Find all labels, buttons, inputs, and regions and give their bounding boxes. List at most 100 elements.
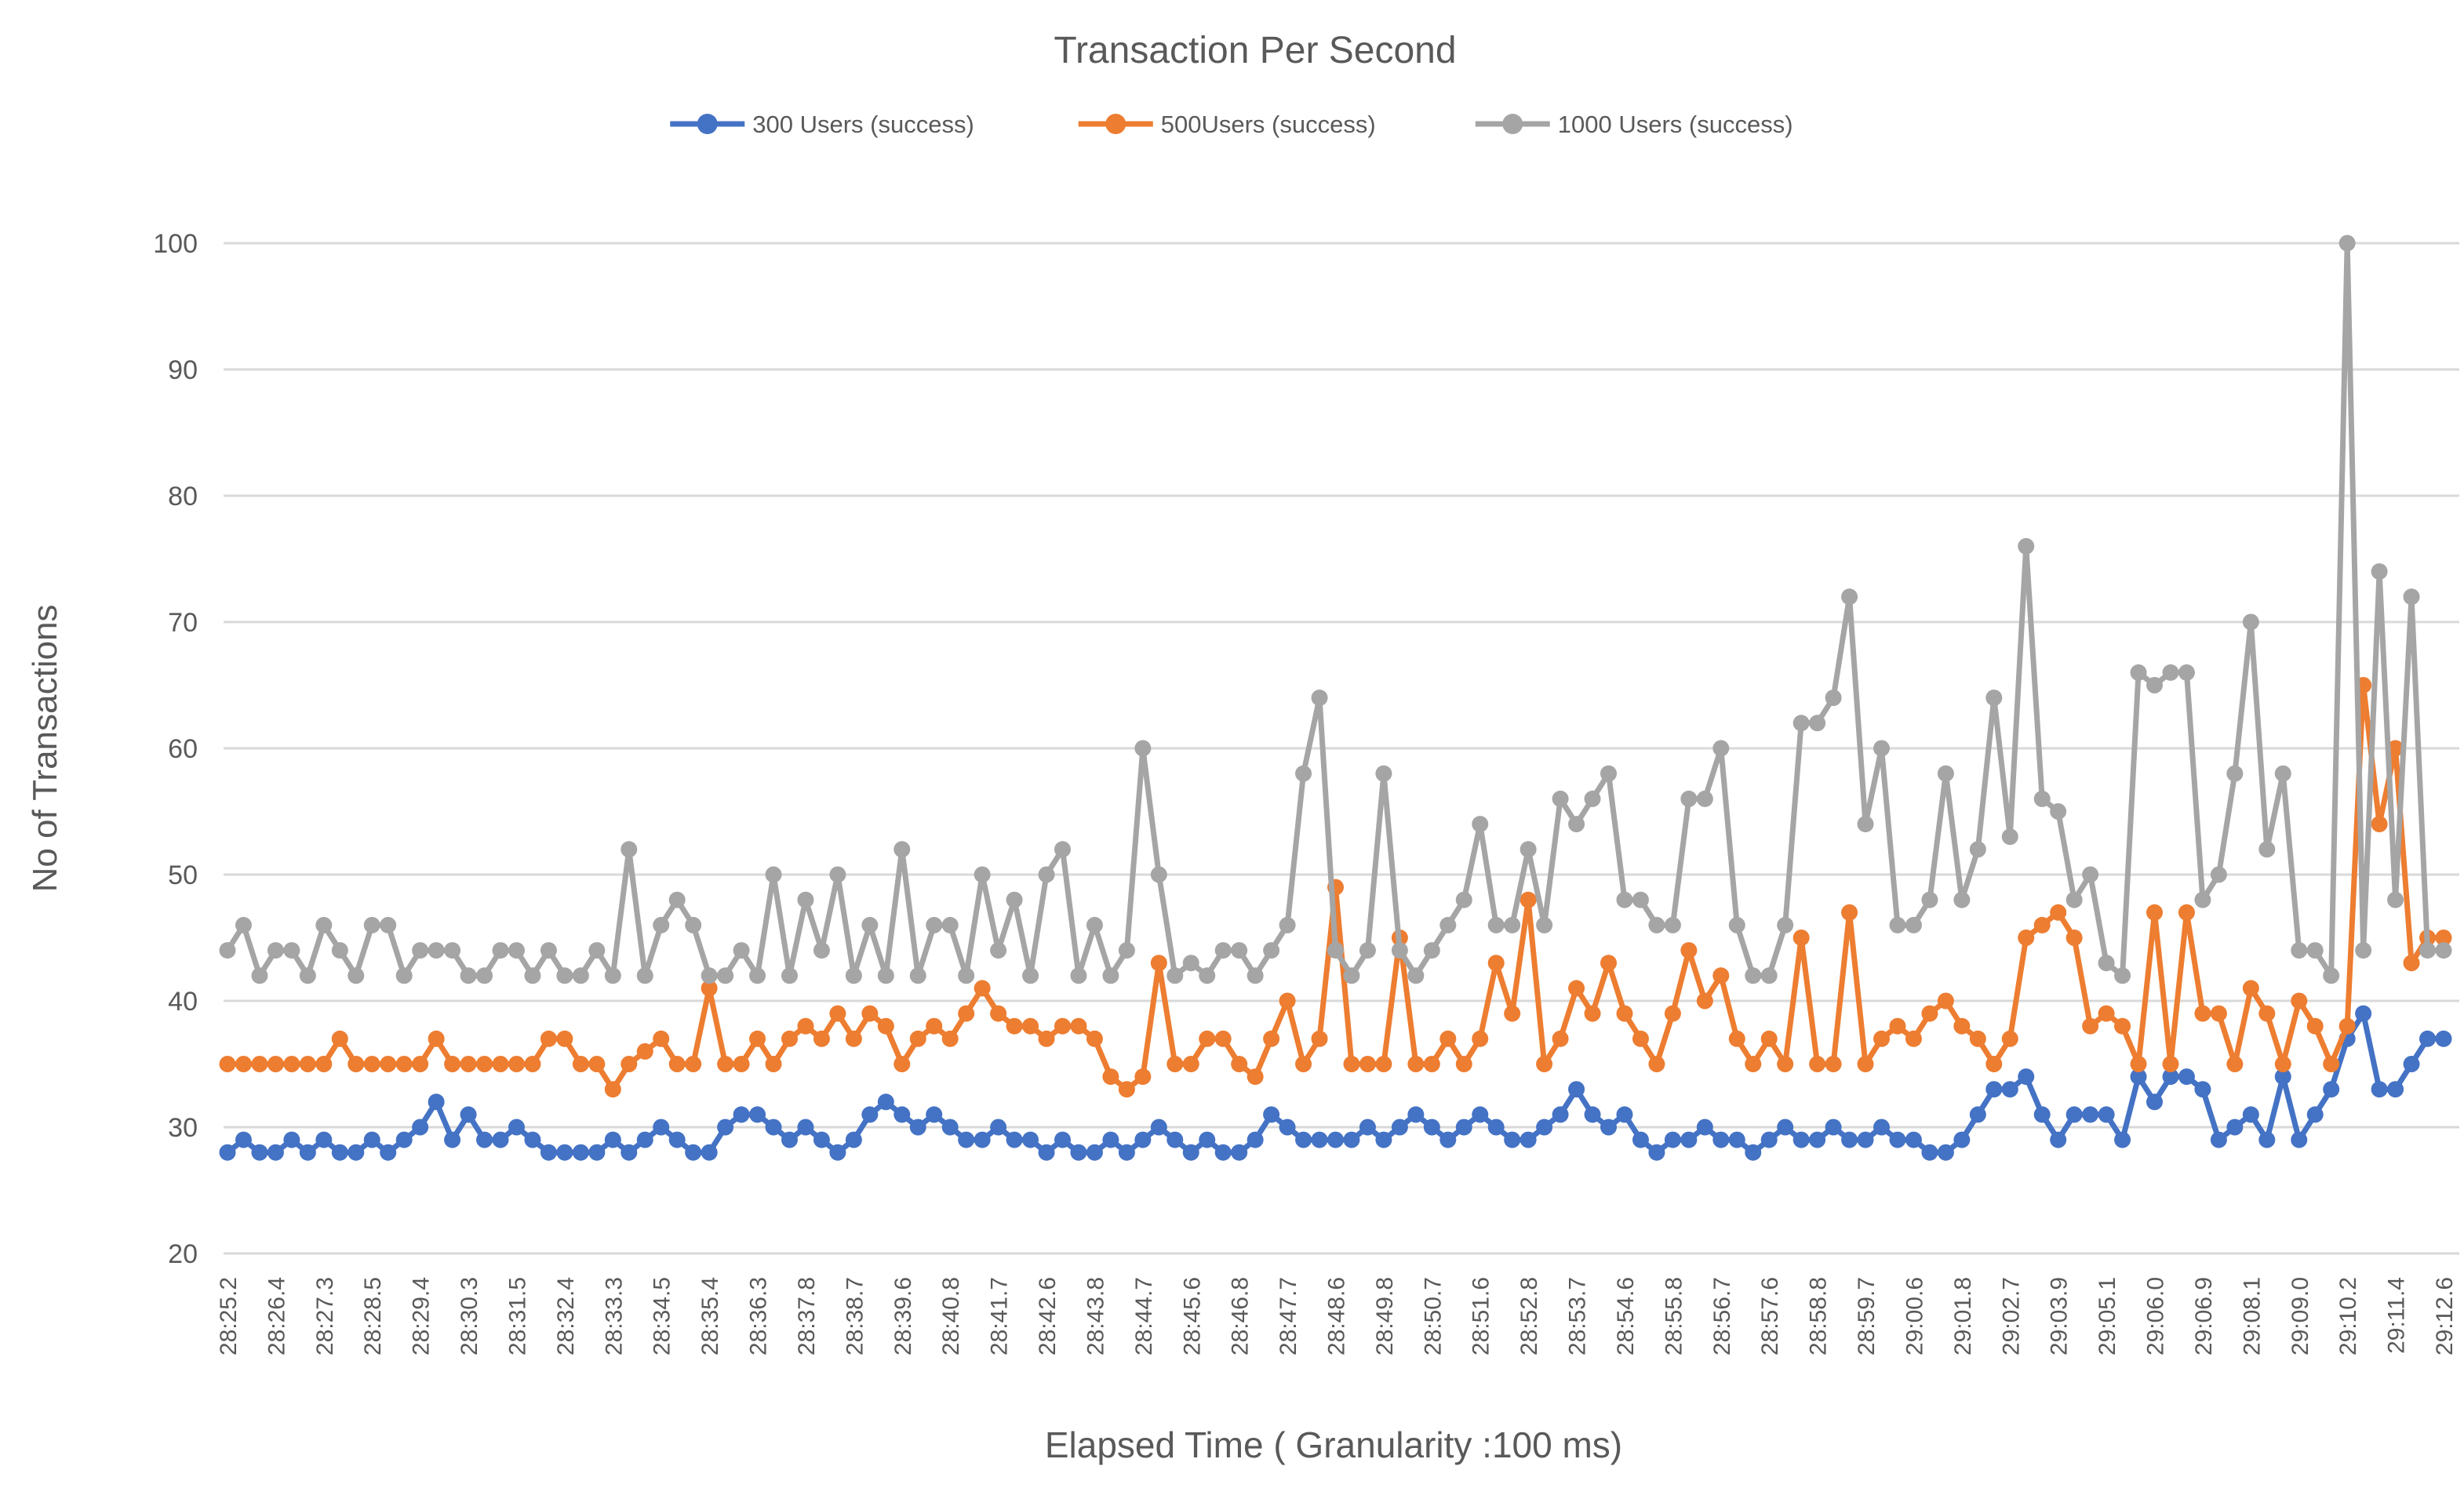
data-point-marker [1166,967,1184,984]
data-point-marker [1889,916,1906,933]
data-point-marker [508,1119,525,1136]
data-point-marker [1359,1056,1376,1072]
data-point-marker [1343,1056,1360,1072]
legend-label-300-users: 300 Users (success) [752,111,974,138]
data-point-marker [653,1030,670,1047]
chart-legend: 300 Users (success) 500Users (success) 1… [670,111,1793,138]
data-point-marker [909,967,926,984]
data-point-marker [2194,1005,2211,1022]
data-point-marker [990,1005,1007,1022]
x-axis-tick-labels: 28:25.2 28:26.4 28:27.3 28:28.5 28:29.4 28:30… [216,1277,2458,1355]
data-point-marker [894,1056,911,1072]
data-point-marker [540,942,557,959]
data-point-marker [315,1056,333,1072]
x-tick-label: 28:46.8 [1228,1277,1254,1355]
legend-item-300-users[interactable]: 300 Users (success) [670,111,974,138]
data-point-marker [1182,955,1199,972]
x-tick-label: 28:50.7 [1420,1277,1446,1355]
data-point-marker [251,1056,268,1072]
data-point-marker [1600,955,1618,972]
y-axis-title: No of Transactions [26,605,64,893]
data-point-marker [2082,1017,2099,1035]
data-point-marker [797,891,814,908]
data-point-marker [1214,1144,1232,1161]
data-point-marker [845,1131,862,1148]
data-point-marker [476,1131,493,1148]
data-point-marker [653,916,670,933]
data-point-marker [1889,1017,1906,1035]
data-point-marker [2435,930,2452,946]
data-point-marker [877,1017,894,1035]
data-point-marker [2001,1081,2018,1098]
data-point-marker [1118,1144,1135,1161]
x-tick-label: 28:55.8 [1661,1277,1687,1355]
data-point-marker [1841,1131,1858,1148]
data-point-marker [1182,1056,1199,1072]
data-point-marker [2082,1106,2099,1123]
data-point-marker [958,1131,975,1148]
data-point-marker [2226,1119,2244,1136]
data-point-marker [476,1056,493,1072]
data-point-marker [1487,916,1505,933]
data-point-marker [2146,1093,2164,1111]
data-point-marker [1070,967,1087,984]
legend-item-1000-users[interactable]: 1000 Users (success) [1475,111,1793,138]
data-point-marker [1985,689,2003,707]
data-point-marker [604,967,621,984]
data-point-marker [1520,841,1537,858]
data-point-marker [2001,828,2018,846]
data-point-marker [460,967,477,984]
data-point-marker [2210,866,2227,883]
data-point-marker [974,1131,991,1148]
data-point-marker [1777,916,1794,933]
data-point-marker [235,916,252,933]
data-point-marker [283,1131,300,1148]
data-point-marker [331,1030,348,1047]
data-point-marker [2419,942,2437,959]
data-point-marker [1375,1131,1392,1148]
data-point-marker [1038,1144,1055,1161]
data-point-marker [556,967,573,984]
data-point-marker [894,1106,911,1123]
data-point-marker [941,1119,959,1136]
data-point-marker [717,1119,734,1136]
data-point-marker [1279,916,1296,933]
data-point-marker [299,1056,316,1072]
data-point-marker [235,1131,252,1148]
data-point-marker [1745,1144,1762,1161]
data-point-marker [1745,1056,1762,1072]
data-point-marker [813,942,830,959]
data-point-marker [668,891,686,908]
data-point-marker [2338,1017,2356,1035]
data-point-marker [492,942,509,959]
data-point-marker [2018,930,2035,946]
data-point-marker [267,942,284,959]
data-point-marker [990,1119,1007,1136]
data-point-marker [2018,537,2035,555]
data-point-marker [2098,1005,2115,1022]
data-point-marker [508,1056,525,1072]
data-point-marker [733,1056,750,1072]
x-tick-label: 29:01.8 [1950,1277,1976,1355]
data-point-marker [1327,942,1344,959]
data-point-marker [2371,816,2388,833]
y-tick-label: 90 [168,355,198,385]
data-point-marker [1231,1056,1248,1072]
data-point-marker [380,916,397,933]
data-point-marker [1391,942,1408,959]
data-point-marker [1504,916,1521,933]
chart-title: Transaction Per Second [1054,30,1456,71]
data-point-marker [1231,1144,1248,1161]
data-point-marker [540,1030,557,1047]
data-point-marker [267,1056,284,1072]
data-point-marker [235,1056,252,1072]
data-point-marker [428,1030,445,1047]
data-point-marker [524,967,541,984]
legend-item-500-users[interactable]: 500Users (success) [1078,111,1376,138]
x-tick-label: 28:48.6 [1324,1277,1350,1355]
legend-label-500-users: 500Users (success) [1161,111,1376,138]
data-point-marker [1536,916,1553,933]
data-point-marker [926,1017,943,1035]
data-point-marker [1311,1131,1328,1148]
